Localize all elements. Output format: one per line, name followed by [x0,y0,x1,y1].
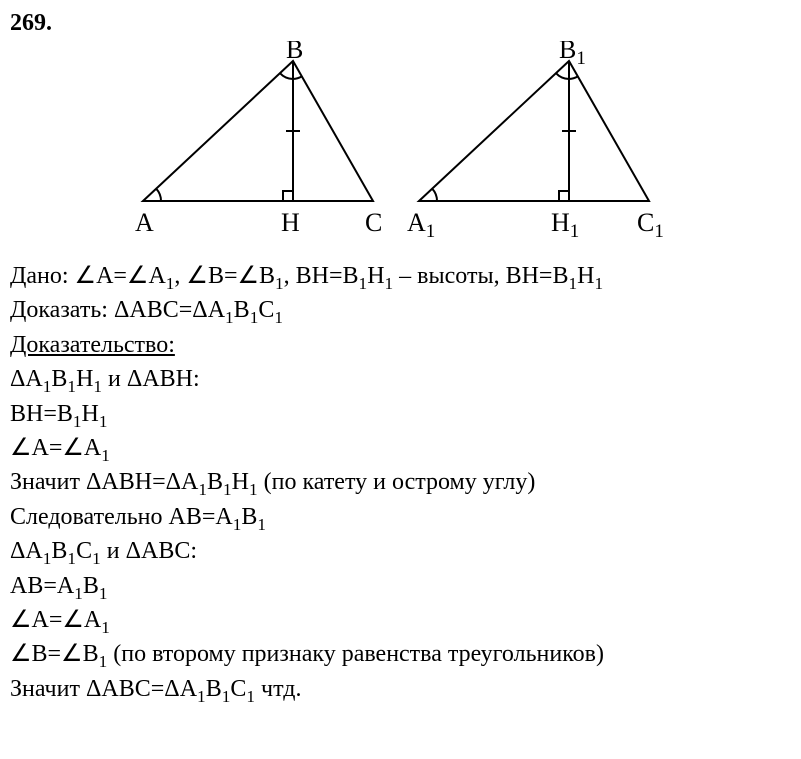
proof-line-1: ΔA1B1H1 и ΔABH: [10,363,791,395]
given-text: ∠A=∠A1, ∠B=∠B1, BH=B1H1 – высоты, BH=B1H… [75,263,604,289]
given-line: Дано: ∠A=∠A1, ∠B=∠B1, BH=B1H1 – высоты, … [10,260,791,292]
svg-text:A1: A1 [407,208,435,241]
proof-line-3: ∠A=∠A1 [10,432,791,464]
svg-text:B1: B1 [559,41,586,69]
svg-text:B: B [286,41,303,64]
proof-header: Доказательство: [10,329,791,361]
prove-text: ΔABC=ΔA1B1C1 [114,297,283,323]
prove-line: Доказать: ΔABC=ΔA1B1C1 [10,294,791,326]
proof-line-8: ∠A=∠A1 [10,604,791,636]
proof-line-2: BH=B1H1 [10,398,791,430]
prove-prefix: Доказать: [10,297,114,323]
svg-text:C1: C1 [637,208,664,241]
svg-text:H: H [281,208,300,237]
triangle-left: B A H C [123,41,393,241]
svg-text:H1: H1 [551,208,579,241]
proof-line-9: ∠B=∠B1 (по второму признаку равенства тр… [10,638,791,670]
figures-container: B A H C B1 A1 H1 C1 [10,41,791,248]
svg-text:A: A [135,208,154,237]
proof-line-7: AB=A1B1 [10,570,791,602]
proof-line-6: ΔA1B1C1 и ΔABC: [10,535,791,567]
proof-line-4: Значит ΔABH=ΔA1B1H1 (по катету и острому… [10,466,791,498]
given-prefix: Дано: [10,263,75,289]
triangle-right: B1 A1 H1 C1 [399,41,679,241]
proof-line-5: Следовательно AB=A1B1 [10,501,791,533]
svg-text:C: C [365,208,382,237]
problem-number: 269. [10,10,791,37]
proof-line-10: Значит ΔABC=ΔA1B1C1 чтд. [10,673,791,705]
